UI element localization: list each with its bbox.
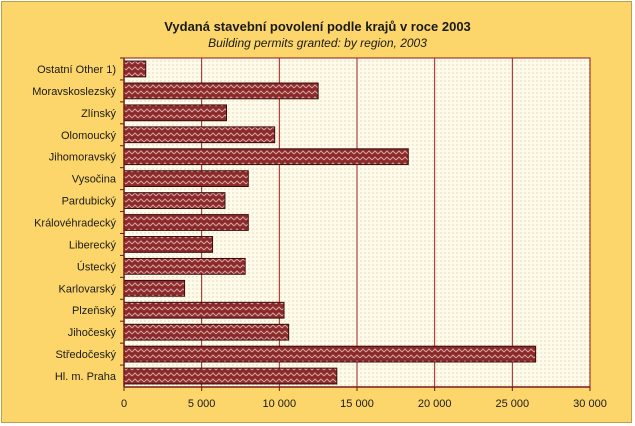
bar	[123, 301, 285, 319]
bar	[123, 126, 276, 144]
y-tick-label: Liberecký	[69, 239, 117, 251]
y-tick-label: Moravskoslezský	[32, 86, 116, 98]
bar	[123, 236, 214, 253]
y-tick-label: Vysočina	[72, 174, 117, 186]
x-tick-label: 20 000	[418, 398, 452, 410]
y-tick-label: Olomoucký	[61, 130, 117, 142]
bar	[123, 367, 338, 385]
y-tick-label: Karlovarský	[59, 283, 117, 295]
x-tick-label: 5 000	[188, 398, 216, 410]
bar	[123, 257, 246, 275]
bar	[123, 82, 319, 100]
y-tick-label: Ústecký	[77, 260, 117, 273]
bar	[123, 192, 226, 209]
chart-subtitle: Building permits granted: by region, 200…	[208, 36, 427, 50]
bar	[123, 323, 290, 341]
y-tick-label: Ostatní Other 1)	[37, 64, 116, 76]
x-tick-label: 30 000	[573, 398, 607, 410]
y-tick-label: Jihomoravský	[49, 152, 117, 164]
y-tick-label: Zlínský	[81, 108, 116, 120]
y-tick-label: Pardubický	[62, 196, 117, 208]
plot-border	[123, 57, 591, 388]
y-tick-label: Jihočeský	[68, 327, 117, 339]
y-tick-label: Hl. m. Praha	[55, 371, 117, 383]
bar	[123, 170, 249, 188]
y-tick-label: Plzeňský	[72, 305, 117, 317]
y-tick-label: Královéhradecký	[34, 218, 116, 230]
bar	[123, 104, 228, 122]
bar	[123, 148, 409, 166]
bar	[123, 60, 147, 78]
bar	[123, 214, 249, 231]
chart-title: Vydaná stavební povolení podle krajů v r…	[164, 19, 471, 34]
x-tick-label: 25 000	[496, 398, 530, 410]
y-tick-label: Středočeský	[55, 349, 116, 361]
x-tick-label: 10 000	[263, 398, 297, 410]
x-tick-label: 0	[121, 398, 127, 410]
bar	[123, 279, 186, 297]
bar	[123, 345, 537, 363]
x-tick-label: 15 000	[340, 398, 374, 410]
